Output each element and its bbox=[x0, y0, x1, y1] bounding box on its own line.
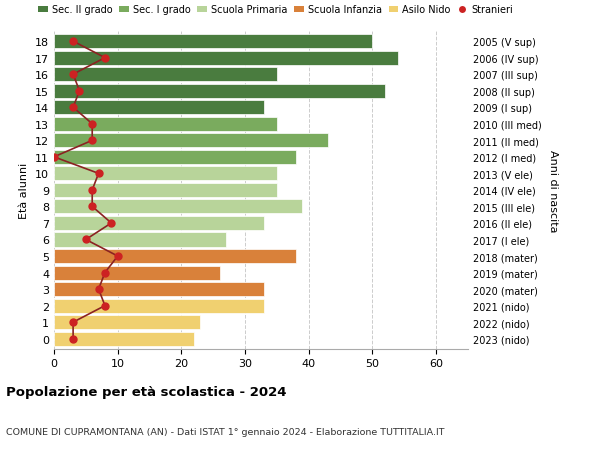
Text: COMUNE DI CUPRAMONTANA (AN) - Dati ISTAT 1° gennaio 2024 - Elaborazione TUTTITAL: COMUNE DI CUPRAMONTANA (AN) - Dati ISTAT… bbox=[6, 427, 445, 436]
Bar bbox=[54, 315, 200, 330]
Bar bbox=[54, 332, 194, 346]
Bar bbox=[54, 266, 220, 280]
Point bbox=[68, 335, 78, 342]
Point bbox=[100, 55, 110, 62]
Point bbox=[107, 220, 116, 227]
Bar bbox=[54, 249, 296, 263]
Bar bbox=[54, 184, 277, 197]
Bar bbox=[54, 68, 277, 82]
Bar bbox=[54, 118, 277, 132]
Point bbox=[68, 39, 78, 46]
Text: Popolazione per età scolastica - 2024: Popolazione per età scolastica - 2024 bbox=[6, 386, 287, 398]
Legend: Sec. II grado, Sec. I grado, Scuola Primaria, Scuola Infanzia, Asilo Nido, Stran: Sec. II grado, Sec. I grado, Scuola Prim… bbox=[38, 6, 513, 15]
Bar bbox=[54, 35, 373, 49]
Bar bbox=[54, 299, 264, 313]
Point bbox=[74, 88, 84, 95]
Point bbox=[81, 236, 91, 244]
Point bbox=[68, 71, 78, 78]
Point bbox=[100, 269, 110, 277]
Bar bbox=[54, 167, 277, 181]
Bar bbox=[54, 200, 302, 214]
Bar bbox=[54, 101, 264, 115]
Point bbox=[100, 302, 110, 310]
Bar bbox=[54, 134, 328, 148]
Point bbox=[94, 170, 103, 178]
Bar bbox=[54, 51, 398, 66]
Point bbox=[94, 286, 103, 293]
Point bbox=[88, 187, 97, 194]
Bar bbox=[54, 233, 226, 247]
Bar bbox=[54, 84, 385, 99]
Point bbox=[49, 154, 59, 161]
Bar bbox=[54, 217, 264, 230]
Y-axis label: Età alunni: Età alunni bbox=[19, 162, 29, 218]
Y-axis label: Anni di nascita: Anni di nascita bbox=[548, 149, 558, 232]
Point bbox=[68, 319, 78, 326]
Bar bbox=[54, 282, 264, 297]
Point bbox=[88, 203, 97, 211]
Point bbox=[113, 253, 122, 260]
Point bbox=[88, 137, 97, 145]
Point bbox=[88, 121, 97, 128]
Bar bbox=[54, 151, 296, 164]
Point bbox=[68, 104, 78, 112]
